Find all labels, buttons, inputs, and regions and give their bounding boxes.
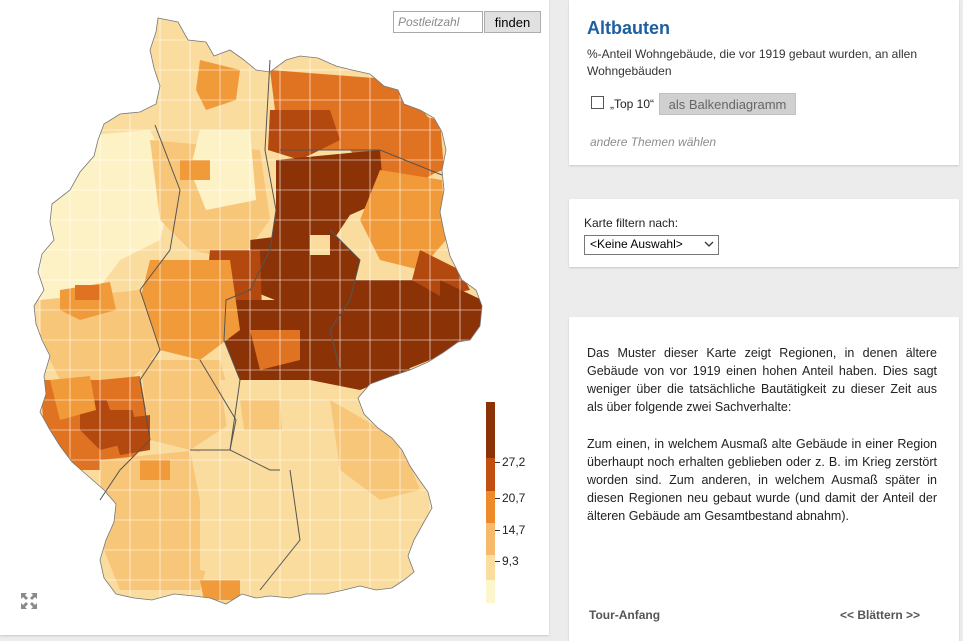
map-panel: finden 27,2 20,7 14,7 9,3 xyxy=(0,0,549,635)
legend-color-scale xyxy=(486,402,495,603)
state-borders xyxy=(99,59,443,591)
legend-tick-3 xyxy=(495,530,500,531)
region-hamburg-west[interactable] xyxy=(196,60,240,110)
browse-link[interactable]: << Blättern >> xyxy=(840,608,921,622)
region-hunsrueck[interactable] xyxy=(50,376,96,420)
description-paragraph-2: Zum einen, in welchem Ausmaß alte Gebäud… xyxy=(587,437,937,523)
region-west-cities[interactable] xyxy=(60,282,116,320)
top10-label[interactable]: „Top 10“ xyxy=(610,97,655,111)
legend-swatch-2 xyxy=(486,458,495,491)
region-lausitz[interactable] xyxy=(412,250,470,296)
chevron-down-icon xyxy=(704,241,714,247)
description-panel: Das Muster dieser Karte zeigt Regionen, … xyxy=(569,317,959,641)
region-ruhr-patch[interactable] xyxy=(75,285,100,300)
region-emsland[interactable] xyxy=(90,150,150,210)
map-title: Altbauten xyxy=(587,18,670,38)
legend-swatch-5 xyxy=(486,555,495,580)
region-trier[interactable] xyxy=(100,376,146,410)
legend-tick-1 xyxy=(495,462,500,463)
fullscreen-expand-icon[interactable] xyxy=(20,592,38,610)
region-east-lake[interactable] xyxy=(392,110,444,180)
find-button[interactable]: finden xyxy=(484,11,541,33)
top10-checkbox[interactable] xyxy=(591,96,604,109)
choropleth-map[interactable] xyxy=(0,0,549,635)
map-regions xyxy=(34,18,482,604)
tour-start-link[interactable]: Tour-Anfang xyxy=(589,608,661,622)
region-bremen-area[interactable] xyxy=(180,160,210,180)
legend-label-4: 9,3 xyxy=(502,554,519,568)
description-paragraph-1: Das Muster dieser Karte zeigt Regionen, … xyxy=(587,346,937,414)
filter-select[interactable]: <Keine Auswahl> xyxy=(584,235,719,255)
region-ore-mountains[interactable] xyxy=(300,340,410,390)
legend-label-2: 20,7 xyxy=(502,491,526,505)
region-brandenburg-west[interactable] xyxy=(270,150,384,260)
map-subtitle: %-Anteil Wohngebäude, die vor 1919 gebau… xyxy=(587,47,918,78)
legend-tick-4 xyxy=(495,561,500,562)
theme-info-panel: Altbauten %-Anteil Wohngebäude, die vor … xyxy=(569,0,959,165)
bar-chart-button[interactable]: als Balkendiagramm xyxy=(659,93,796,115)
postal-code-input[interactable] xyxy=(393,11,483,33)
region-north-east[interactable] xyxy=(268,110,340,160)
map-legend: 27,2 20,7 14,7 9,3 xyxy=(486,402,546,607)
region-central-city[interactable] xyxy=(310,235,330,255)
region-odenwald[interactable] xyxy=(140,460,170,480)
legend-swatch-1 xyxy=(486,402,495,458)
region-mecklenburg[interactable] xyxy=(270,70,440,200)
region-upper-palatinate[interactable] xyxy=(330,400,420,500)
filter-selected-value: <Keine Auswahl> xyxy=(590,237,683,251)
legend-label-3: 14,7 xyxy=(502,523,526,537)
other-topics-link[interactable]: andere Themen wählen xyxy=(590,135,717,149)
region-swabia-patch[interactable] xyxy=(150,500,194,550)
filter-label: Karte filtern nach: xyxy=(584,216,679,230)
legend-label-1: 27,2 xyxy=(502,455,526,469)
region-wuerzburg[interactable] xyxy=(240,400,282,430)
region-hessen-south[interactable] xyxy=(140,360,236,450)
filter-panel: Karte filtern nach: <Keine Auswahl> xyxy=(569,199,959,267)
legend-swatch-4 xyxy=(486,523,495,555)
legend-swatch-3 xyxy=(486,491,495,523)
legend-swatch-6 xyxy=(486,580,495,603)
legend-tick-2 xyxy=(495,498,500,499)
